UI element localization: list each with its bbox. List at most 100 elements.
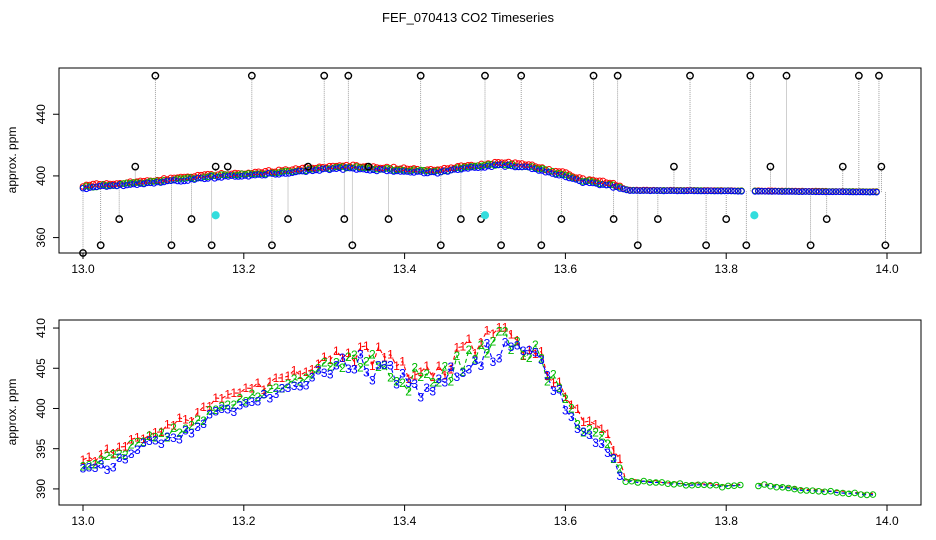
series-mark-2: 2: [128, 438, 135, 452]
x-tick-label: 13.6: [554, 514, 578, 528]
data-point-s3: [133, 181, 141, 188]
reference-point: [686, 71, 694, 80]
series-mark-1: 1: [327, 353, 334, 367]
series-mark-1: 1: [435, 359, 442, 373]
series-mark-3: 3: [345, 362, 352, 376]
data-point-s3: [775, 188, 782, 195]
data-point-s3: [778, 188, 786, 195]
series-mark-3: 3: [224, 402, 231, 416]
y-tick-label: 400: [34, 166, 48, 186]
bottom-x-axis: 13.0 13.2 13.4 13.6 13.8 14.0: [71, 504, 899, 528]
series-mark-1: 1: [158, 425, 165, 439]
series-mark-2: 2: [279, 382, 286, 396]
reference-point: [364, 162, 373, 171]
data-point-s3: [792, 188, 799, 195]
bottom-series-labels: 1 1 11 1 1 1 11 1 1 1 1 11 11 1 11 1 11 1 1 1 1 1 1 111 1 1 1 1 1 1 1 1…: [80, 321, 624, 484]
x-tick-label: 13.2: [232, 262, 256, 276]
series-mark-3: 3: [333, 359, 340, 373]
reference-point: [284, 215, 292, 223]
series-mark-1: 1: [212, 391, 219, 405]
series-mark-3: 3: [182, 424, 189, 438]
data-point-s3: [255, 171, 262, 178]
data-point-s3: [397, 168, 404, 175]
data-point-s1: [603, 179, 610, 186]
data-point-s3: [771, 188, 779, 195]
series-mark-2: 2: [164, 431, 171, 445]
series-mark-3: 3: [484, 336, 491, 350]
data-point-s1: [576, 174, 583, 181]
data-point-s3: [343, 164, 350, 171]
series-mark-2: 2: [514, 335, 521, 349]
series-mark-2: 2: [333, 356, 340, 370]
series-mark-3: 3: [429, 385, 436, 399]
x-tick-label: 13.4: [393, 262, 417, 276]
data-point-s3: [299, 167, 306, 175]
series-mark-3: 3: [472, 354, 479, 368]
series-mark-3: 3: [454, 370, 461, 384]
series-mark-2: 2: [598, 428, 605, 442]
series-mark-2: 2: [146, 429, 153, 443]
data-point-s3: [258, 171, 266, 179]
data-point: [785, 484, 792, 492]
series-mark-1: 1: [279, 371, 286, 385]
reference-point: [481, 71, 489, 80]
series-mark-2: 2: [285, 377, 292, 391]
data-point-s3: [859, 188, 867, 196]
series-mark-1: 1: [417, 365, 424, 379]
series-mark-1: 1: [508, 328, 515, 342]
series-mark-2: 2: [580, 426, 587, 440]
data-point-s3: [849, 188, 857, 196]
reference-point: [613, 71, 622, 80]
series-mark-2: 2: [261, 387, 268, 401]
series-mark-2: 2: [122, 448, 129, 462]
data-point-s3: [505, 161, 512, 169]
data-point-s2: [285, 167, 293, 175]
data-point-s1: [505, 158, 512, 166]
bottom-data-points: [622, 477, 877, 499]
data-point-s1: [255, 168, 262, 176]
data-point-s3: [802, 188, 809, 195]
series-mark-1: 1: [592, 418, 599, 432]
reference-point: [384, 215, 393, 223]
series-mark-1: 1: [218, 392, 225, 406]
series-mark-2: 2: [230, 398, 237, 412]
data-point: [761, 481, 768, 488]
top-calibration-points: [211, 211, 759, 220]
data-point: [869, 491, 877, 498]
series-mark-1: 1: [170, 418, 177, 432]
series-mark-1: 1: [80, 453, 87, 467]
data-point-s2: [133, 179, 141, 186]
series-mark-1: 1: [460, 340, 467, 354]
series-mark-1: 1: [146, 428, 153, 442]
y-tick-label: 410: [34, 318, 48, 338]
series-mark-2: 2: [303, 371, 310, 385]
series-mark-3: 3: [200, 417, 207, 431]
data-point-s3: [728, 187, 735, 195]
series-mark-1: 1: [447, 363, 454, 377]
data-point-s3: [434, 170, 441, 177]
series-mark-3: 3: [496, 352, 503, 366]
data-point-s1: [511, 159, 519, 166]
data-point-s1: [400, 164, 408, 171]
series-mark-3: 3: [242, 396, 249, 410]
data-point-s3: [508, 162, 516, 170]
series-mark-2: 2: [357, 361, 364, 375]
series-mark-1: 1: [550, 376, 557, 390]
series-mark-1: 1: [309, 363, 316, 377]
data-point-s1: [289, 166, 296, 173]
reference-point: [340, 215, 349, 223]
series-mark-1: 1: [261, 383, 268, 397]
series-mark-2: 2: [586, 422, 593, 436]
data-point-s1: [140, 177, 148, 185]
data-point-s3: [873, 188, 880, 196]
data-point-s3: [620, 185, 627, 193]
series-mark-1: 1: [345, 346, 352, 360]
series-mark-3: 3: [230, 405, 237, 419]
series-mark-2: 2: [375, 360, 382, 374]
series-mark-3: 3: [248, 395, 255, 409]
data-point-s3: [636, 187, 644, 194]
series-mark-2: 2: [393, 374, 400, 388]
series-mark-2: 2: [616, 462, 623, 476]
series-mark-1: 1: [580, 415, 587, 429]
series-mark-1: 1: [586, 414, 593, 428]
